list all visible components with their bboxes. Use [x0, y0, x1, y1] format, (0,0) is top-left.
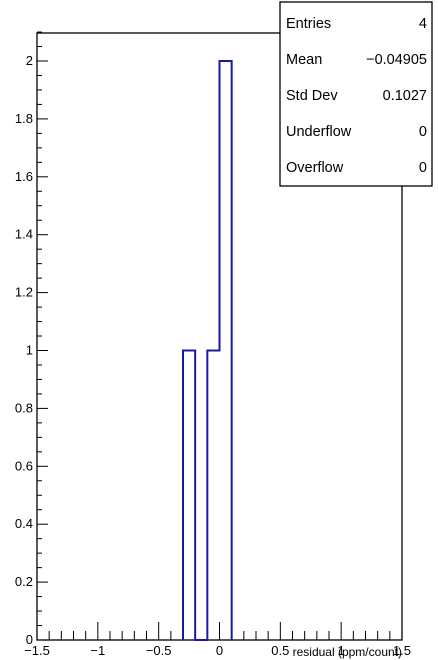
stat-label: Mean	[286, 52, 322, 68]
x-tick-label: 1	[338, 643, 345, 658]
x-tick-label: 0.5	[271, 643, 289, 658]
stats-box-frame	[279, 1, 433, 187]
histogram-series	[182, 60, 233, 641]
stat-value: 4	[419, 16, 427, 32]
y-tick-label: 0	[26, 632, 33, 647]
x-tick-label: −1.5	[24, 643, 50, 658]
y-tick-label: 2	[26, 53, 33, 68]
y-tick-label: 1.8	[15, 111, 33, 126]
y-axis-ticks: 0 0.2 0.4 0.6 0.8 1 1.2 1.4 1.6 1.8 2	[15, 31, 48, 647]
y-tick-label: 1.6	[15, 169, 33, 184]
x-axis-ticks: −1.5 −1 −0.5 0 0.5 1 1.5	[24, 622, 411, 658]
stat-label: Std Dev	[286, 88, 338, 104]
stats-box: Entries 4 Mean −0.04905 Std Dev 0.1027 Underfl…	[279, 1, 433, 187]
y-tick-label: 0.2	[15, 574, 33, 589]
x-tick-label: −1	[90, 643, 105, 658]
y-tick-label: 0.6	[15, 458, 33, 473]
stat-label: Overflow	[286, 160, 344, 176]
x-axis-label: residual (ppm/count)	[293, 645, 402, 659]
stat-value: 0	[419, 124, 427, 140]
y-tick-label: 0.4	[15, 516, 33, 531]
stat-value: 0.1027	[383, 88, 427, 104]
x-tick-label: 1.5	[393, 643, 411, 658]
stat-value: 0	[419, 160, 427, 176]
y-tick-label: 1.4	[15, 227, 33, 242]
stat-value: −0.04905	[366, 52, 427, 68]
x-tick-label: 0	[216, 643, 223, 658]
stat-label: Entries	[286, 16, 331, 32]
stat-label: Underflow	[286, 124, 352, 140]
y-tick-label: 0.8	[15, 400, 33, 415]
x-tick-label: −0.5	[146, 643, 172, 658]
y-tick-label: 1	[26, 343, 33, 358]
y-tick-label: 1.2	[15, 285, 33, 300]
